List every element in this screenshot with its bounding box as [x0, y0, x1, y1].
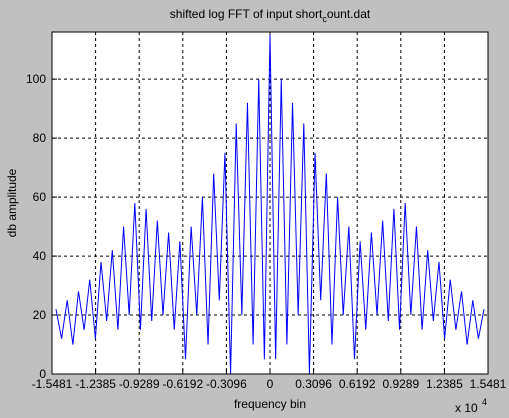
title-part: ount.dat	[327, 7, 371, 21]
x-tick-label: -1.2385	[75, 377, 116, 391]
x-tick-label: -0.6192	[162, 377, 203, 391]
x-axis-label: frequency bin	[234, 397, 306, 411]
x-tick-label: -0.9289	[119, 377, 160, 391]
x-tick-label: 0	[267, 377, 274, 391]
x-tick-label: 0.6192	[339, 377, 376, 391]
x-tick-label: 1.5481	[470, 377, 507, 391]
chart-title: shifted log FFT of input shortcount.dat	[170, 7, 371, 24]
y-tick-label: 0	[39, 367, 46, 381]
y-axis-label: db amplitude	[5, 168, 19, 237]
x-tick-label: 0.9289	[382, 377, 419, 391]
y-tick-label: 40	[33, 249, 47, 263]
x-tick-label: 0.3096	[295, 377, 332, 391]
plot-area	[55, 34, 485, 375]
y-tick-label: 100	[26, 72, 46, 86]
x-exponent-base: x 10	[455, 401, 478, 415]
x-tick-label: -0.3096	[206, 377, 247, 391]
x-tick-label: -1.5481	[32, 377, 73, 391]
title-part: c	[322, 14, 327, 24]
x-tick-label: 1.2385	[426, 377, 463, 391]
x-exponent-power: 4	[482, 397, 487, 407]
title-part: shifted log FFT of input short	[170, 7, 323, 21]
y-tick-label: 20	[33, 308, 47, 322]
y-tick-label: 60	[33, 190, 47, 204]
signal-line	[55, 34, 485, 375]
y-tick-label: 80	[33, 131, 47, 145]
